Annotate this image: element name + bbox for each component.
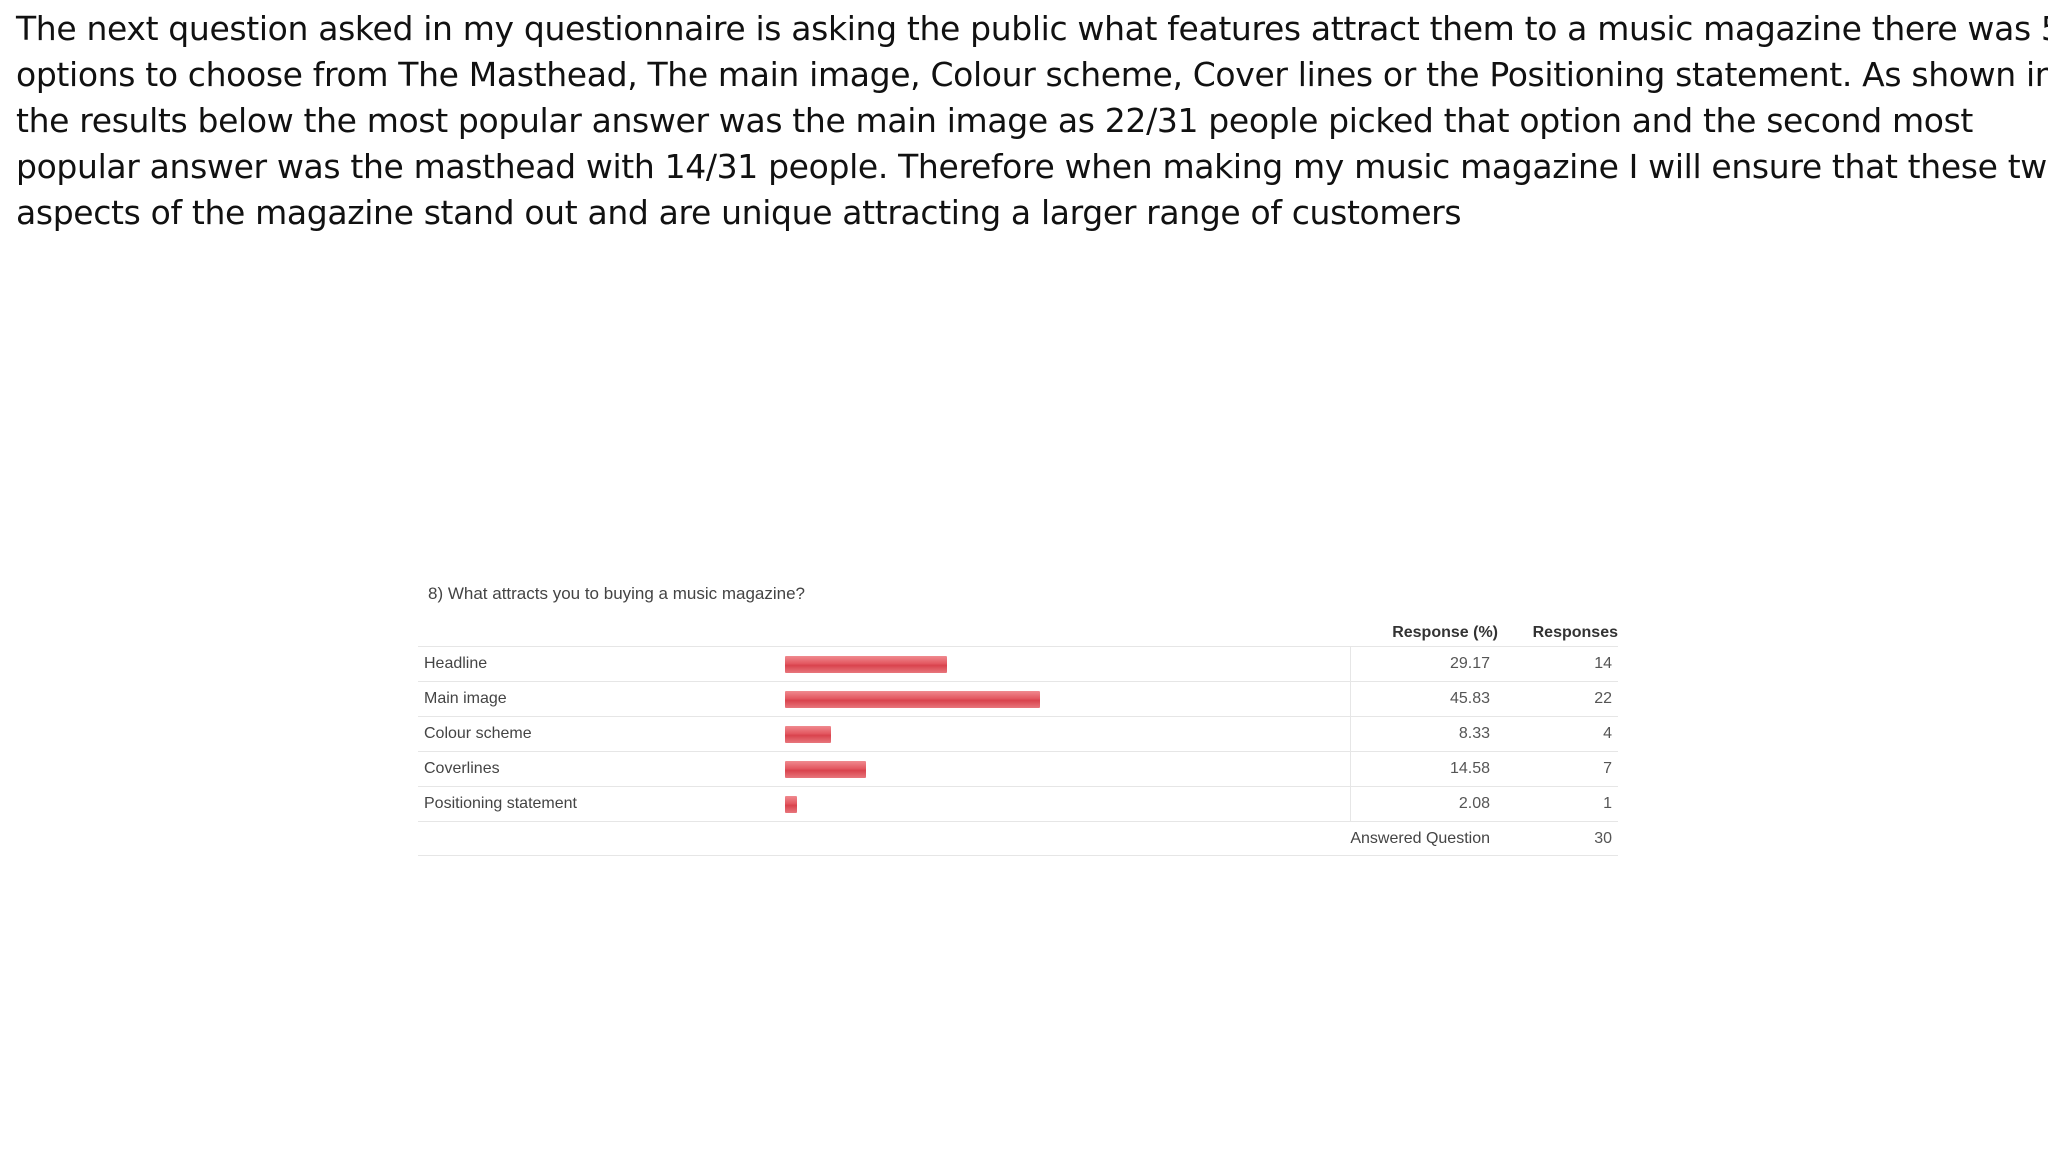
column-header-percent: Response (%)	[1392, 624, 1498, 641]
result-bar	[785, 656, 947, 673]
survey-results-image: 8) What attracts you to buying a music m…	[418, 576, 1618, 866]
bar-track	[785, 726, 1341, 743]
answered-question-label: Answered Question	[1350, 830, 1490, 847]
response-percent: 14.58	[1449, 760, 1490, 777]
results-table: Headline 29.17 14 Main image 45.83 22 Co…	[418, 646, 1618, 856]
column-divider	[1350, 647, 1351, 681]
body-paragraph: The next question asked in my questionna…	[16, 6, 2048, 236]
result-bar	[785, 691, 1040, 708]
question-title: 8) What attracts you to buying a music m…	[428, 584, 806, 603]
bar-track	[785, 691, 1341, 708]
result-bar	[785, 761, 866, 778]
paragraph-line: The next question asked in my questionna…	[16, 9, 2048, 48]
option-label: Positioning statement	[424, 795, 577, 812]
result-row: Coverlines 14.58 7	[418, 751, 1618, 786]
column-divider	[1350, 752, 1351, 786]
paragraph-line: aspects of the magazine stand out and ar…	[16, 193, 1462, 232]
result-bar	[785, 796, 797, 813]
response-count: 4	[1603, 725, 1612, 742]
result-row: Main image 45.83 22	[418, 681, 1618, 716]
paragraph-line: popular answer was the masthead with 14/…	[16, 147, 2048, 186]
response-count: 1	[1603, 795, 1612, 812]
response-count: 22	[1594, 690, 1612, 707]
total-row: Answered Question 30	[418, 821, 1618, 856]
response-percent: 2.08	[1458, 795, 1490, 812]
result-row: Headline 29.17 14	[418, 646, 1618, 681]
answered-question-count: 30	[1594, 830, 1612, 847]
response-count: 7	[1603, 760, 1612, 777]
column-divider	[1350, 682, 1351, 716]
result-bar	[785, 726, 831, 743]
option-label: Colour scheme	[424, 725, 532, 742]
response-percent: 8.33	[1458, 725, 1490, 742]
paragraph-line: the results below the most popular answe…	[16, 101, 1974, 140]
option-label: Coverlines	[424, 760, 500, 777]
paragraph-line: options to choose from The Masthead, The…	[16, 55, 2048, 94]
response-count: 14	[1594, 655, 1612, 672]
response-percent: 29.17	[1449, 655, 1490, 672]
column-divider	[1350, 717, 1351, 751]
option-label: Headline	[424, 655, 488, 672]
option-label: Main image	[424, 690, 507, 707]
column-header-responses: Responses	[1532, 624, 1618, 641]
result-row: Positioning statement 2.08 1	[418, 786, 1618, 821]
column-divider	[1350, 787, 1351, 821]
bar-track	[785, 796, 1341, 813]
result-row: Colour scheme 8.33 4	[418, 716, 1618, 751]
response-percent: 45.83	[1449, 690, 1490, 707]
bar-track	[785, 761, 1341, 778]
bar-track	[785, 656, 1341, 673]
